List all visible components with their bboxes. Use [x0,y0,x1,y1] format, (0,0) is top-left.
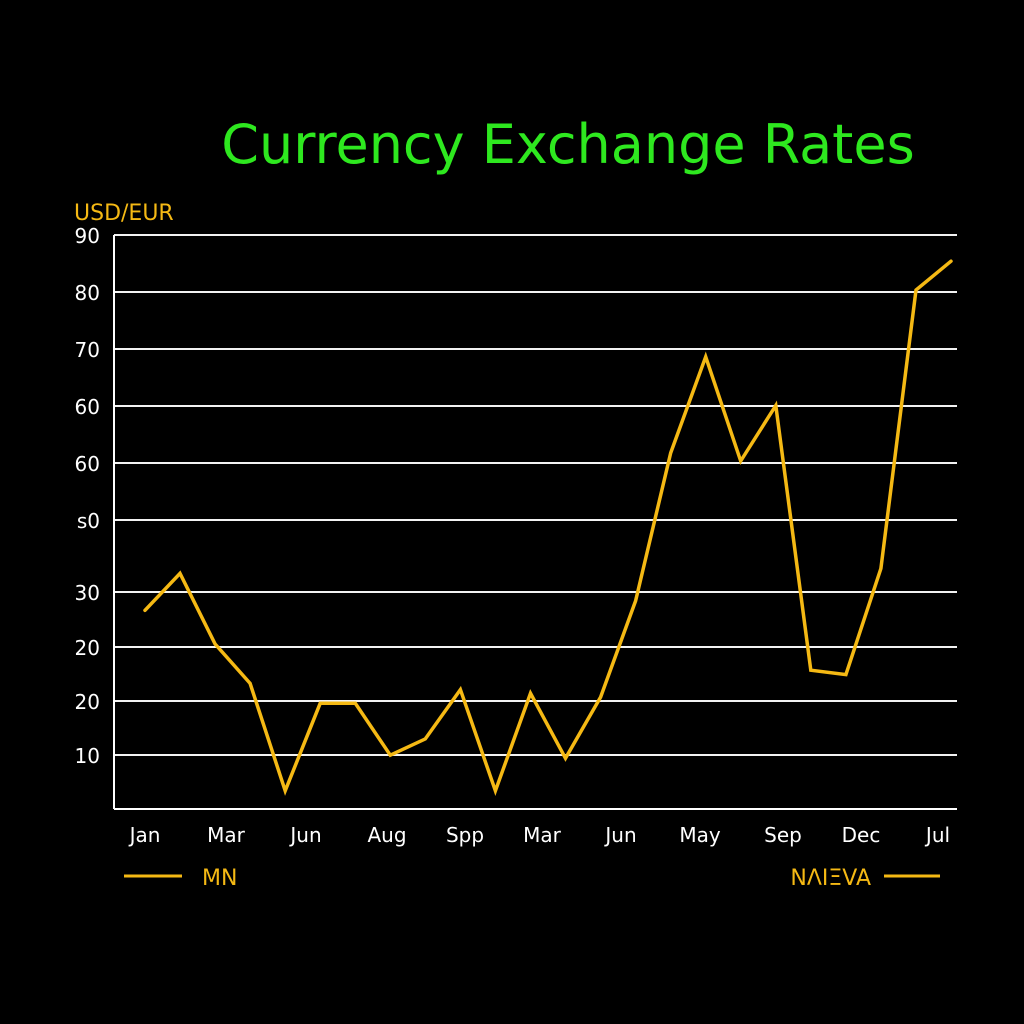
y-tick-label: 60 [75,395,100,419]
y-tick-label: 60 [75,452,100,476]
x-tick-label: Aug [367,823,406,847]
y-tick-label: 20 [75,690,100,714]
chart-title: Currency Exchange Rates [221,113,914,176]
x-tick-label: May [679,823,721,847]
x-tick-label: Mar [207,823,246,847]
series-line [143,259,953,797]
y-tick-label: ꜱ0 [77,509,100,533]
x-tick-label: Jul [924,823,950,847]
x-tick-label: Dec [842,823,881,847]
y-tick-labels: 90 80 70 60 60 ꜱ0 30 20 20 10 [75,224,100,768]
legend-label-nmeva: NΛIΞVA [790,866,871,891]
x-tick-label: Jan [128,823,161,847]
y-tick-label: 80 [75,281,100,305]
x-tick-labels: Jan Mar Jun Aug Spp Mar Jun May Sep Dec Jul [128,823,950,847]
y-tick-label: 20 [75,636,100,660]
x-tick-label: Sep [764,823,802,847]
x-tick-label: Spp [446,823,484,847]
y-tick-label: 10 [75,744,100,768]
series-layer [143,259,953,797]
y-axis-label: USD/EUR [74,201,174,226]
y-tick-label: 30 [75,581,100,605]
y-tick-label: 70 [75,338,100,362]
legend: MN NΛIΞVA [124,866,940,891]
legend-label-mn: MN [202,866,237,891]
x-tick-label: Mar [523,823,562,847]
x-tick-label: Jun [603,823,636,847]
grid-lines [114,234,957,756]
axes [113,235,957,810]
x-tick-label: Jun [288,823,321,847]
y-tick-label: 90 [75,224,100,248]
